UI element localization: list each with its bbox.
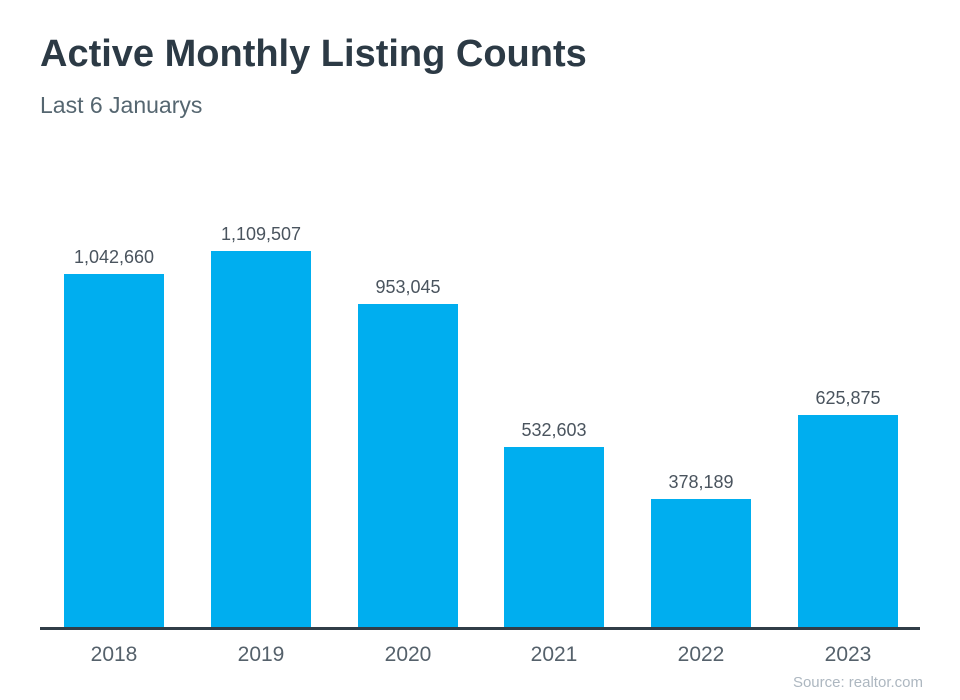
x-axis-tick-label: 2019 [237, 643, 285, 666]
x-axis-tick-label: 2022 [677, 643, 725, 666]
bar-2023 [798, 415, 898, 627]
bar-2022 [651, 499, 751, 627]
bar-value-label: 953,045 [375, 277, 441, 297]
x-axis-tick-label: 2018 [90, 643, 138, 666]
x-axis-tick-label: 2020 [384, 643, 432, 666]
x-axis-tick-label: 2023 [824, 643, 872, 666]
bar-2020 [358, 304, 458, 627]
x-axis-line [40, 627, 920, 630]
bar-value-label: 625,875 [815, 388, 881, 408]
bar-2019 [211, 251, 311, 627]
bar-value-label: 378,189 [668, 472, 734, 492]
source-attribution: Source: realtor.com [792, 674, 923, 691]
bar-2021 [504, 447, 604, 627]
bar-value-label: 1,042,660 [73, 247, 155, 267]
x-axis-tick-label: 2021 [530, 643, 578, 666]
chart-subtitle: Last 6 Januarys [40, 92, 203, 118]
bar-value-label: 532,603 [521, 420, 587, 440]
chart-title: Active Monthly Listing Counts [40, 33, 587, 75]
bar-2018 [64, 274, 164, 627]
bar-value-label: 1,109,507 [220, 224, 302, 244]
